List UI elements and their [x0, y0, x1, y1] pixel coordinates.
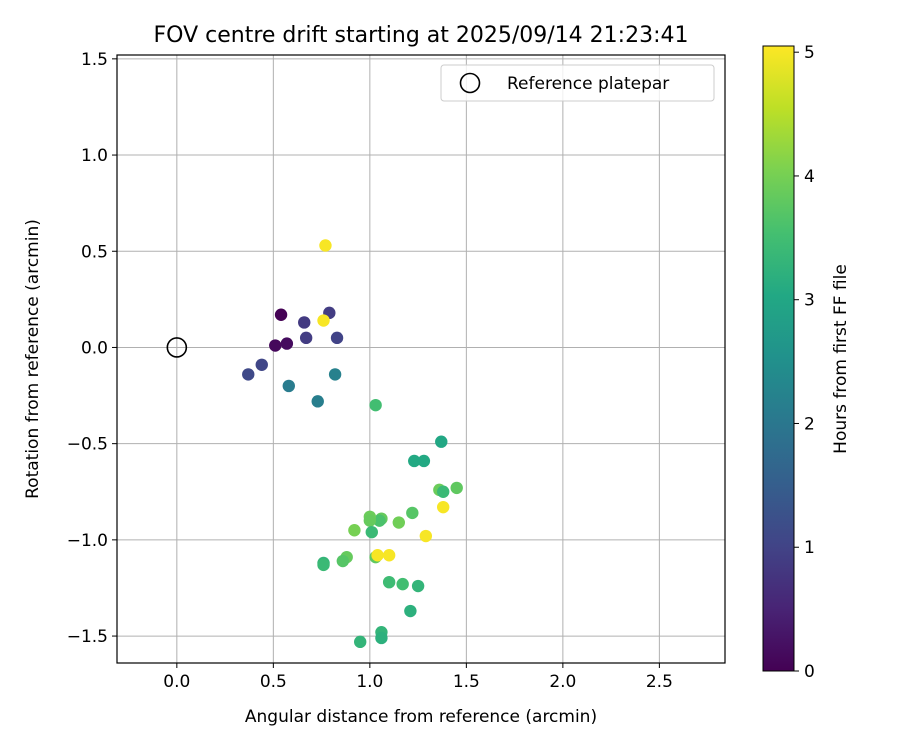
data-point [408, 454, 421, 468]
y-tick-label: 0.0 [81, 338, 108, 358]
data-point [255, 358, 268, 371]
data-point [328, 368, 342, 381]
colorbar-tick-label: 3 [804, 291, 815, 311]
data-point [375, 631, 388, 645]
y-axis-label: Rotation from reference (arcmin) [23, 219, 43, 499]
data-point [354, 635, 367, 649]
data-point [435, 435, 448, 448]
data-point [371, 549, 384, 562]
y-tick-label: 1.0 [81, 146, 108, 166]
data-point [369, 398, 382, 412]
data-point [298, 316, 311, 329]
legend-label-reference: Reference platepar [507, 74, 669, 94]
colorbar-tick-label: 1 [804, 538, 815, 558]
data-point [348, 524, 361, 537]
data-point [406, 506, 419, 520]
colorbar-tick-label: 0 [804, 662, 815, 682]
data-point [317, 558, 330, 572]
y-axis-ticks: −1.5 −1.0 −0.5 0.0 0.5 1.0 1.5 [67, 50, 117, 647]
data-point [436, 485, 450, 498]
data-point [311, 395, 324, 408]
data-point [373, 514, 386, 527]
x-axis-label: Angular distance from reference (arcmin) [245, 707, 597, 727]
data-point [382, 549, 396, 562]
data-point [336, 554, 350, 568]
y-tick-label: −1.0 [67, 531, 108, 551]
colorbar [762, 45, 795, 672]
data-point [392, 516, 406, 529]
x-tick-label: 2.0 [549, 672, 576, 692]
reference-layer [166, 337, 188, 358]
data-points [242, 239, 463, 649]
grid [117, 55, 725, 663]
legend-box [440, 64, 715, 102]
x-tick-label: 1.5 [453, 672, 480, 692]
data-point [319, 239, 332, 252]
data-point [419, 529, 433, 543]
colorbar-tick-label: 5 [804, 43, 815, 63]
y-tick-label: 1.5 [81, 50, 108, 70]
colorbar-tick-label: 2 [804, 414, 815, 434]
data-point [365, 525, 378, 539]
data-point [280, 337, 294, 350]
colorbar-label: Hours from first FF file [831, 264, 851, 454]
data-point [417, 454, 431, 468]
data-point [330, 331, 344, 345]
reference-platepar-marker [166, 337, 188, 358]
data-point [299, 331, 313, 345]
colorbar-tick-label: 4 [804, 167, 815, 187]
x-tick-label: 0.5 [260, 672, 287, 692]
data-point [411, 579, 425, 593]
data-point [317, 314, 330, 327]
data-point [242, 368, 255, 381]
legend-marker-reference [459, 72, 481, 94]
data-point [282, 379, 295, 393]
data-point [363, 514, 377, 527]
data-point [450, 481, 463, 495]
data-point [404, 604, 417, 618]
colorbar-ticks: 0 1 2 3 4 5 [794, 43, 815, 682]
x-tick-label: 1.0 [356, 672, 383, 692]
axes-frame [116, 54, 726, 664]
x-tick-label: 0.0 [163, 672, 190, 692]
legend: Reference platepar [440, 64, 715, 102]
x-axis-ticks: 0.0 0.5 1.0 1.5 2.0 2.5 [163, 663, 673, 692]
data-point [269, 339, 282, 352]
y-tick-label: −1.5 [67, 627, 108, 647]
chart-title: FOV centre drift starting at 2025/09/14 … [154, 23, 689, 48]
y-tick-label: 0.5 [81, 242, 108, 262]
data-point [436, 500, 450, 514]
y-tick-label: −0.5 [67, 435, 108, 455]
data-point [274, 308, 288, 321]
data-point [382, 575, 396, 589]
x-tick-label: 2.5 [646, 672, 673, 692]
data-point [396, 577, 409, 591]
